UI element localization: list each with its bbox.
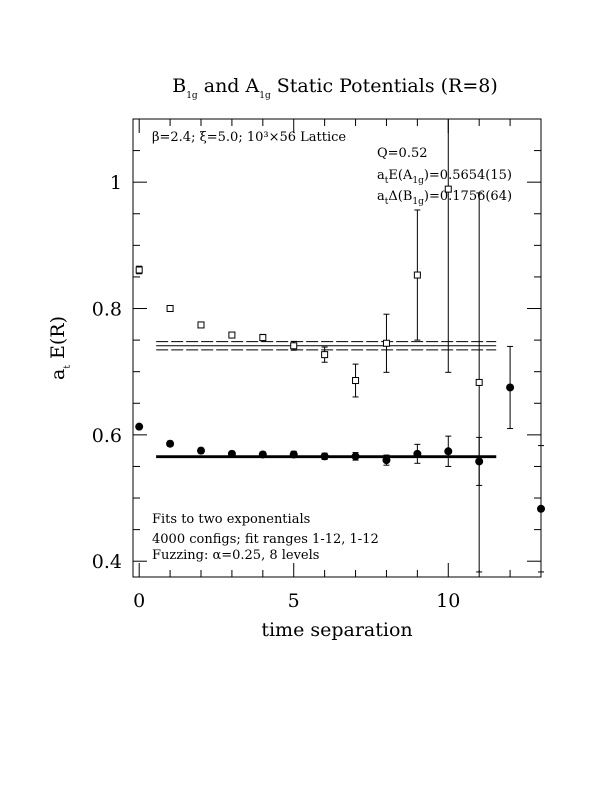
y-tick-label: 0.4 [92,551,122,573]
configs-annotation: 4000 configs; fit ranges 1-12, 1-12 [152,532,379,547]
plot-frame [132,118,542,578]
delta-sub1: t [385,197,389,207]
data-point-filled-circle [382,456,391,465]
y-label-main: a [47,369,69,380]
data-point-filled-circle [351,452,360,461]
data-point-filled-circle [227,449,236,458]
delta-sub2: 1g [412,197,424,207]
data-point-open-square [166,305,174,313]
delta-mid: Δ(B [388,189,412,204]
title-mid: and A [198,75,260,97]
q-annotation: Q=0.52 [377,146,428,161]
tick-labels: 0 5 10 0.4 0.6 0.8 1 [92,172,461,612]
fit-lines [156,341,497,459]
y-label-tail: E(R) [47,316,69,365]
data-point-open-square [321,351,329,359]
data-point-filled-circle [197,446,205,455]
lattice-annotation: β=2.4; ξ=5.0; 10³×56 Lattice [152,130,346,145]
data-point-open-square [228,331,236,339]
title-b: B [172,75,186,97]
x-tick-label: 0 [133,590,145,612]
data-point-open-square [197,321,205,329]
x-tick-label: 10 [436,590,460,612]
x-tick-label: 5 [288,590,300,612]
data-point-filled-circle [537,504,545,513]
y-label-sub: t [63,365,73,369]
delta-value: )=0.1756(64) [424,189,512,204]
axis-ticks [133,118,542,577]
data-point-filled-circle [258,450,267,459]
data-point-filled-circle [135,422,144,431]
y-tick-label: 0.6 [92,425,122,447]
y-tick-label: 1 [110,172,122,194]
energy-sub2: 1g [412,176,424,186]
data-point-open-square [259,334,267,342]
fuzzing-annotation: Fuzzing: α=0.25, 8 levels [152,548,319,563]
y-tick-label: 0.8 [92,299,122,321]
energy-value: )=0.5654(15) [424,168,512,183]
data-point-filled-circle [166,439,175,448]
chart-title: B1g and A1g Static Potentials (R=8) [172,75,498,101]
energy-mid: E(A [388,168,413,183]
title-b-sub: 1g [186,91,198,101]
energy-prefix: a [377,168,385,183]
data-point-open-square [352,377,360,385]
x-axis-label: time separation [261,619,412,641]
data-point-filled-circle [444,447,453,456]
delta-annotation: atΔ(B1g)=0.1756(64) [377,189,512,207]
y-axis-label: at E(R) [47,316,73,380]
data-point-open-square [382,339,390,347]
data-point-filled-circle [320,452,329,461]
title-tail: Static Potentials (R=8) [271,75,498,97]
title-a-sub: 1g [259,91,271,101]
data-point-open-square [475,378,483,386]
data-point-open-square [135,266,143,274]
data-point-open-square [290,342,298,350]
fits-annotation: Fits to two exponentials [152,512,310,527]
energy-sub1: t [385,176,389,186]
delta-prefix: a [377,189,385,204]
data-point-filled-circle [506,383,515,392]
data-points [135,119,545,573]
data-point-filled-circle [413,449,422,458]
data-point-filled-circle [289,450,298,459]
data-point-open-square [444,185,452,193]
energy-annotation: atE(A1g)=0.5654(15) [377,168,512,186]
data-point-open-square [413,271,421,279]
